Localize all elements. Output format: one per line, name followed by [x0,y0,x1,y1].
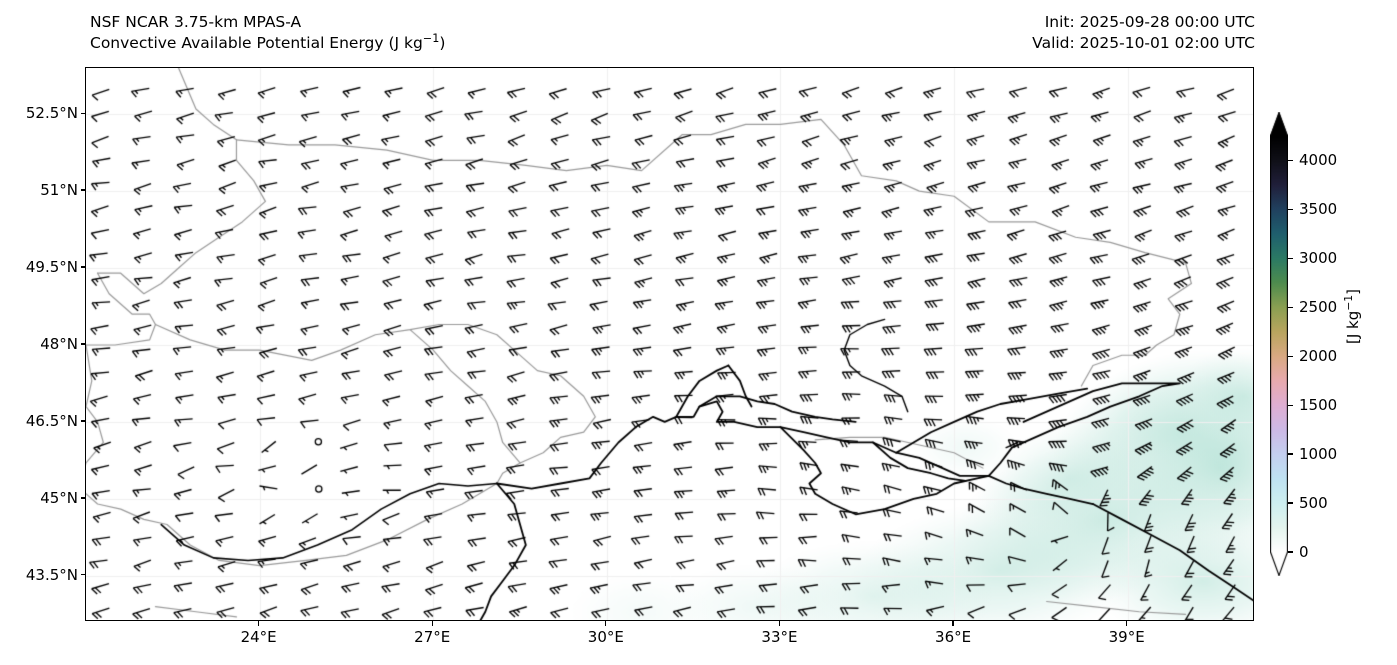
y-tickmark [80,420,85,422]
header-left: NSF NCAR 3.75-km MPAS-A Convective Avail… [90,12,445,54]
valid-time-label: Valid: 2025-10-01 02:00 UTC [1032,34,1255,52]
colorbar-title: [J kg−1] [1342,288,1362,344]
header-right: Init: 2025-09-28 00:00 UTC Valid: 2025-1… [1032,12,1255,54]
y-tick-label: 46.5°N [25,411,78,430]
y-tickmark [80,266,85,268]
colorbar-title-tail: ] [1344,288,1362,295]
colorbar-tick-label: 1500 [1299,396,1338,415]
x-tickmark [1126,621,1128,626]
colorbar-tickmark [1288,502,1293,504]
colorbar-tickmark [1288,208,1293,211]
colorbar-tick-label: 3500 [1299,200,1338,219]
y-tick-label: 43.5°N [25,565,78,584]
y-tick-label: 45°N [40,488,78,507]
colorbar [1270,112,1288,576]
colorbar-tickmark [1288,306,1293,308]
colorbar-tickmark [1288,159,1293,162]
y-tick-label: 48°N [40,335,78,353]
colorbar-tick-label: 2000 [1299,347,1338,366]
colorbar-tickmark [1288,453,1293,455]
colorbar-tick-label: 500 [1299,494,1328,513]
field-title: Convective Available Potential Energy (J… [90,33,445,54]
x-tick-label: 24°E [240,628,277,646]
x-tickmark [605,621,607,626]
x-tick-label: 33°E [761,628,798,646]
colorbar-title-text: [J kg [1344,310,1362,344]
x-tick-label: 30°E [587,628,624,646]
colorbar-tick-label: 1000 [1299,445,1338,464]
y-tickmark [80,343,85,345]
colorbar-title-exponent: −1 [1342,294,1355,311]
x-tickmark [952,621,954,626]
field-title-text: Convective Available Potential Energy (J… [90,34,423,52]
y-tickmark [80,112,85,114]
field-title-tail: ) [439,34,446,52]
colorbar-tickmark [1288,355,1293,357]
x-tick-label: 27°E [414,628,451,646]
init-time-label: Init: 2025-09-28 00:00 UTC [1044,13,1255,31]
colorbar-tick-label: 3000 [1299,249,1338,268]
y-tick-label: 52.5°N [25,104,78,123]
colorbar-tickmark [1288,551,1293,553]
field-title-exponent: −1 [422,31,440,45]
x-tickmark [257,621,260,626]
map-canvas [86,68,1253,620]
colorbar-tick-label: 2500 [1299,298,1338,317]
colorbar-gradient [1270,112,1288,576]
model-title: NSF NCAR 3.75-km MPAS-A [90,13,302,31]
y-tickmark [80,574,85,576]
x-tickmark [778,621,781,626]
y-tickmark [80,497,85,499]
colorbar-tickmark [1288,257,1293,259]
x-tick-label: 39°E [1108,628,1145,646]
y-tick-label: 51°N [40,181,78,200]
x-tickmark [431,621,433,626]
y-tick-label: 49.5°N [25,258,78,277]
y-tickmark [80,189,85,191]
x-tick-label: 36°E [935,628,972,646]
map-axes [85,67,1254,621]
colorbar-tick-label: 4000 [1299,151,1338,170]
colorbar-tickmark [1288,404,1293,406]
colorbar-tick-label: 0 [1299,543,1309,561]
